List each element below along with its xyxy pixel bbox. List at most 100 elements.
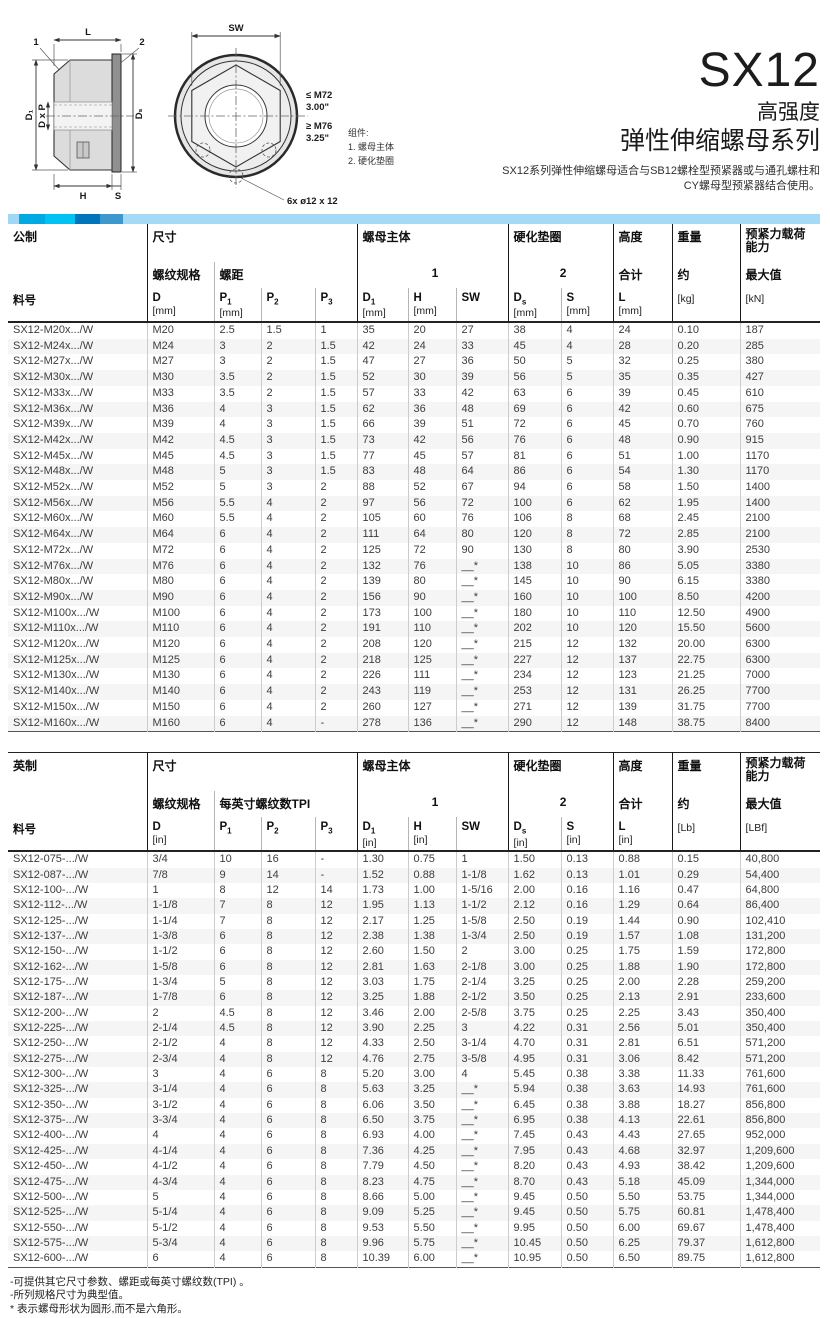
table-row: SX12-187-.../W 1-7/8 6 8 12 3.25 1.88 2-1/2 3.50… [8, 990, 821, 1006]
cell: 0.25 [671, 354, 741, 371]
cell: 2.45 [671, 511, 741, 528]
cell: 5.50 [612, 1189, 673, 1206]
cell: 8 [314, 1143, 358, 1160]
cell: 5 [560, 354, 614, 371]
cell: 4 [260, 715, 315, 732]
cell: 3 [260, 448, 315, 465]
cell: 0.38 [560, 1067, 614, 1083]
cell: 4 [213, 1128, 261, 1144]
cell: 0.88 [407, 867, 457, 883]
table-row: SX12-137-.../W 1-3/8 6 8 12 2.38 1.38 1-3/4 2.50… [8, 929, 821, 945]
sub-washer-number: 2 [507, 262, 614, 288]
cell: 10.95 [507, 1251, 562, 1268]
cell: 1,344,000 [739, 1174, 821, 1190]
part-number: SX12-187-.../W [13, 991, 89, 1004]
column-header-[kN]: [kN] [739, 288, 821, 323]
cell: 52 [407, 480, 457, 496]
cell: 761,600 [739, 1067, 821, 1083]
accent-bar [8, 214, 822, 224]
column-header-D: D [mm] [146, 288, 214, 323]
cell: 72 [507, 417, 562, 433]
cell: 1.00 [407, 882, 457, 899]
cell: 15.50 [671, 621, 741, 638]
cell: 12.50 [671, 605, 741, 622]
cell: 10 [560, 605, 614, 622]
cell: 1.16 [612, 882, 673, 899]
cell: 234 [507, 668, 562, 685]
cell: 100 [507, 495, 562, 512]
sub-washer-number: 2 [507, 791, 614, 818]
cell: 1.57 [612, 929, 673, 945]
cell: 0.25 [560, 1005, 614, 1022]
cell: 6 [213, 990, 261, 1006]
cell: 4 [213, 1113, 261, 1129]
cell: 63 [507, 385, 562, 402]
cell: 120 [407, 637, 457, 653]
table-row: SX12-575-.../W 5-3/4 4 6 8 9.96 5.75 __* 10.45 0.… [8, 1235, 821, 1252]
cell: 86 [612, 558, 673, 575]
cell: 675 [739, 401, 821, 418]
cell: 0.25 [560, 990, 614, 1006]
cell: 952,000 [739, 1128, 821, 1144]
part-number: SX12-M30x.../W [13, 371, 94, 384]
part-number: SX12-175-.../W [13, 976, 89, 989]
cell: 6 [213, 652, 261, 669]
cell: 62 [612, 495, 673, 512]
cell: 1170 [739, 448, 821, 465]
cell: 2 [260, 370, 315, 386]
cell: 2.00 [507, 882, 562, 899]
cell: 76 [507, 432, 562, 449]
cell: 8 [260, 1005, 315, 1022]
cell: 69.67 [671, 1220, 741, 1236]
cell: 8 [314, 1113, 358, 1129]
cell: 12 [314, 1021, 358, 1037]
component-legend: 组件: 1. 螺母主体 2. 硬化垫圈 [348, 127, 394, 166]
part-number: SX12-M60x.../W [13, 512, 94, 525]
cell: 2.81 [356, 959, 409, 976]
table-row: SX12-M140x.../W M140 6 4 2 243 119 __* 253 12 131 2… [8, 684, 821, 700]
group-hardened-washer: 硬化垫圈 [507, 752, 614, 792]
part-number: SX12-M27x.../W [13, 355, 94, 368]
cell: 3 [260, 464, 315, 481]
cell: 172,800 [739, 944, 821, 960]
cell: 0.75 [407, 851, 457, 868]
table-row: SX12-350-.../W 3-1/2 4 6 8 6.06 3.50 __* 6.45 0.3… [8, 1097, 821, 1114]
part-number: SX12-200-.../W [13, 1006, 89, 1019]
cell: 253 [507, 684, 562, 700]
cell: 4 [560, 338, 614, 355]
cell: 380 [739, 354, 821, 371]
cell: 4 [260, 589, 315, 606]
cell: 64 [455, 464, 509, 481]
column-header-D: Ds [in] [507, 817, 562, 853]
cell: 100 [612, 589, 673, 606]
cell: 3.03 [356, 975, 409, 991]
cell: 2 [314, 684, 358, 700]
cell: 8 [314, 1189, 358, 1206]
size-note-le: ≤ M72 [306, 90, 332, 101]
cell: 45 [507, 338, 562, 355]
callout-2: 2 [139, 37, 144, 48]
cell: 12 [260, 882, 315, 899]
cell: 5.50 [407, 1220, 457, 1236]
cell: 1.5 [314, 385, 358, 402]
cell: __* [455, 1251, 509, 1268]
cell: __* [455, 637, 509, 653]
table-row: SX12-375-.../W 3-3/4 4 6 8 6.50 3.75 __* 6.95 0.3… [8, 1113, 821, 1129]
cell: 3.43 [671, 1005, 741, 1022]
part-number: SX12-400-.../W [13, 1129, 89, 1142]
part-number: SX12-075-.../W [13, 853, 89, 866]
cell: __* [455, 1082, 509, 1098]
cell: 3.06 [612, 1051, 673, 1068]
cell: 80 [407, 574, 457, 590]
cell: 125 [356, 542, 409, 559]
cell: M100 [146, 605, 214, 622]
cell: 8 [314, 1159, 358, 1175]
table-row: SX12-M42x.../W M42 4.5 3 1.5 73 42 56 76 6 48 0.90 9… [8, 432, 821, 449]
cell: 4 [213, 1036, 261, 1052]
cell: 10 [560, 621, 614, 638]
cell: 1-5/8 [455, 913, 509, 929]
group-weight: 重量 [671, 752, 741, 792]
cell: __* [455, 1174, 509, 1190]
legend-title: 组件: [348, 127, 369, 138]
cell: 1.88 [612, 959, 673, 976]
